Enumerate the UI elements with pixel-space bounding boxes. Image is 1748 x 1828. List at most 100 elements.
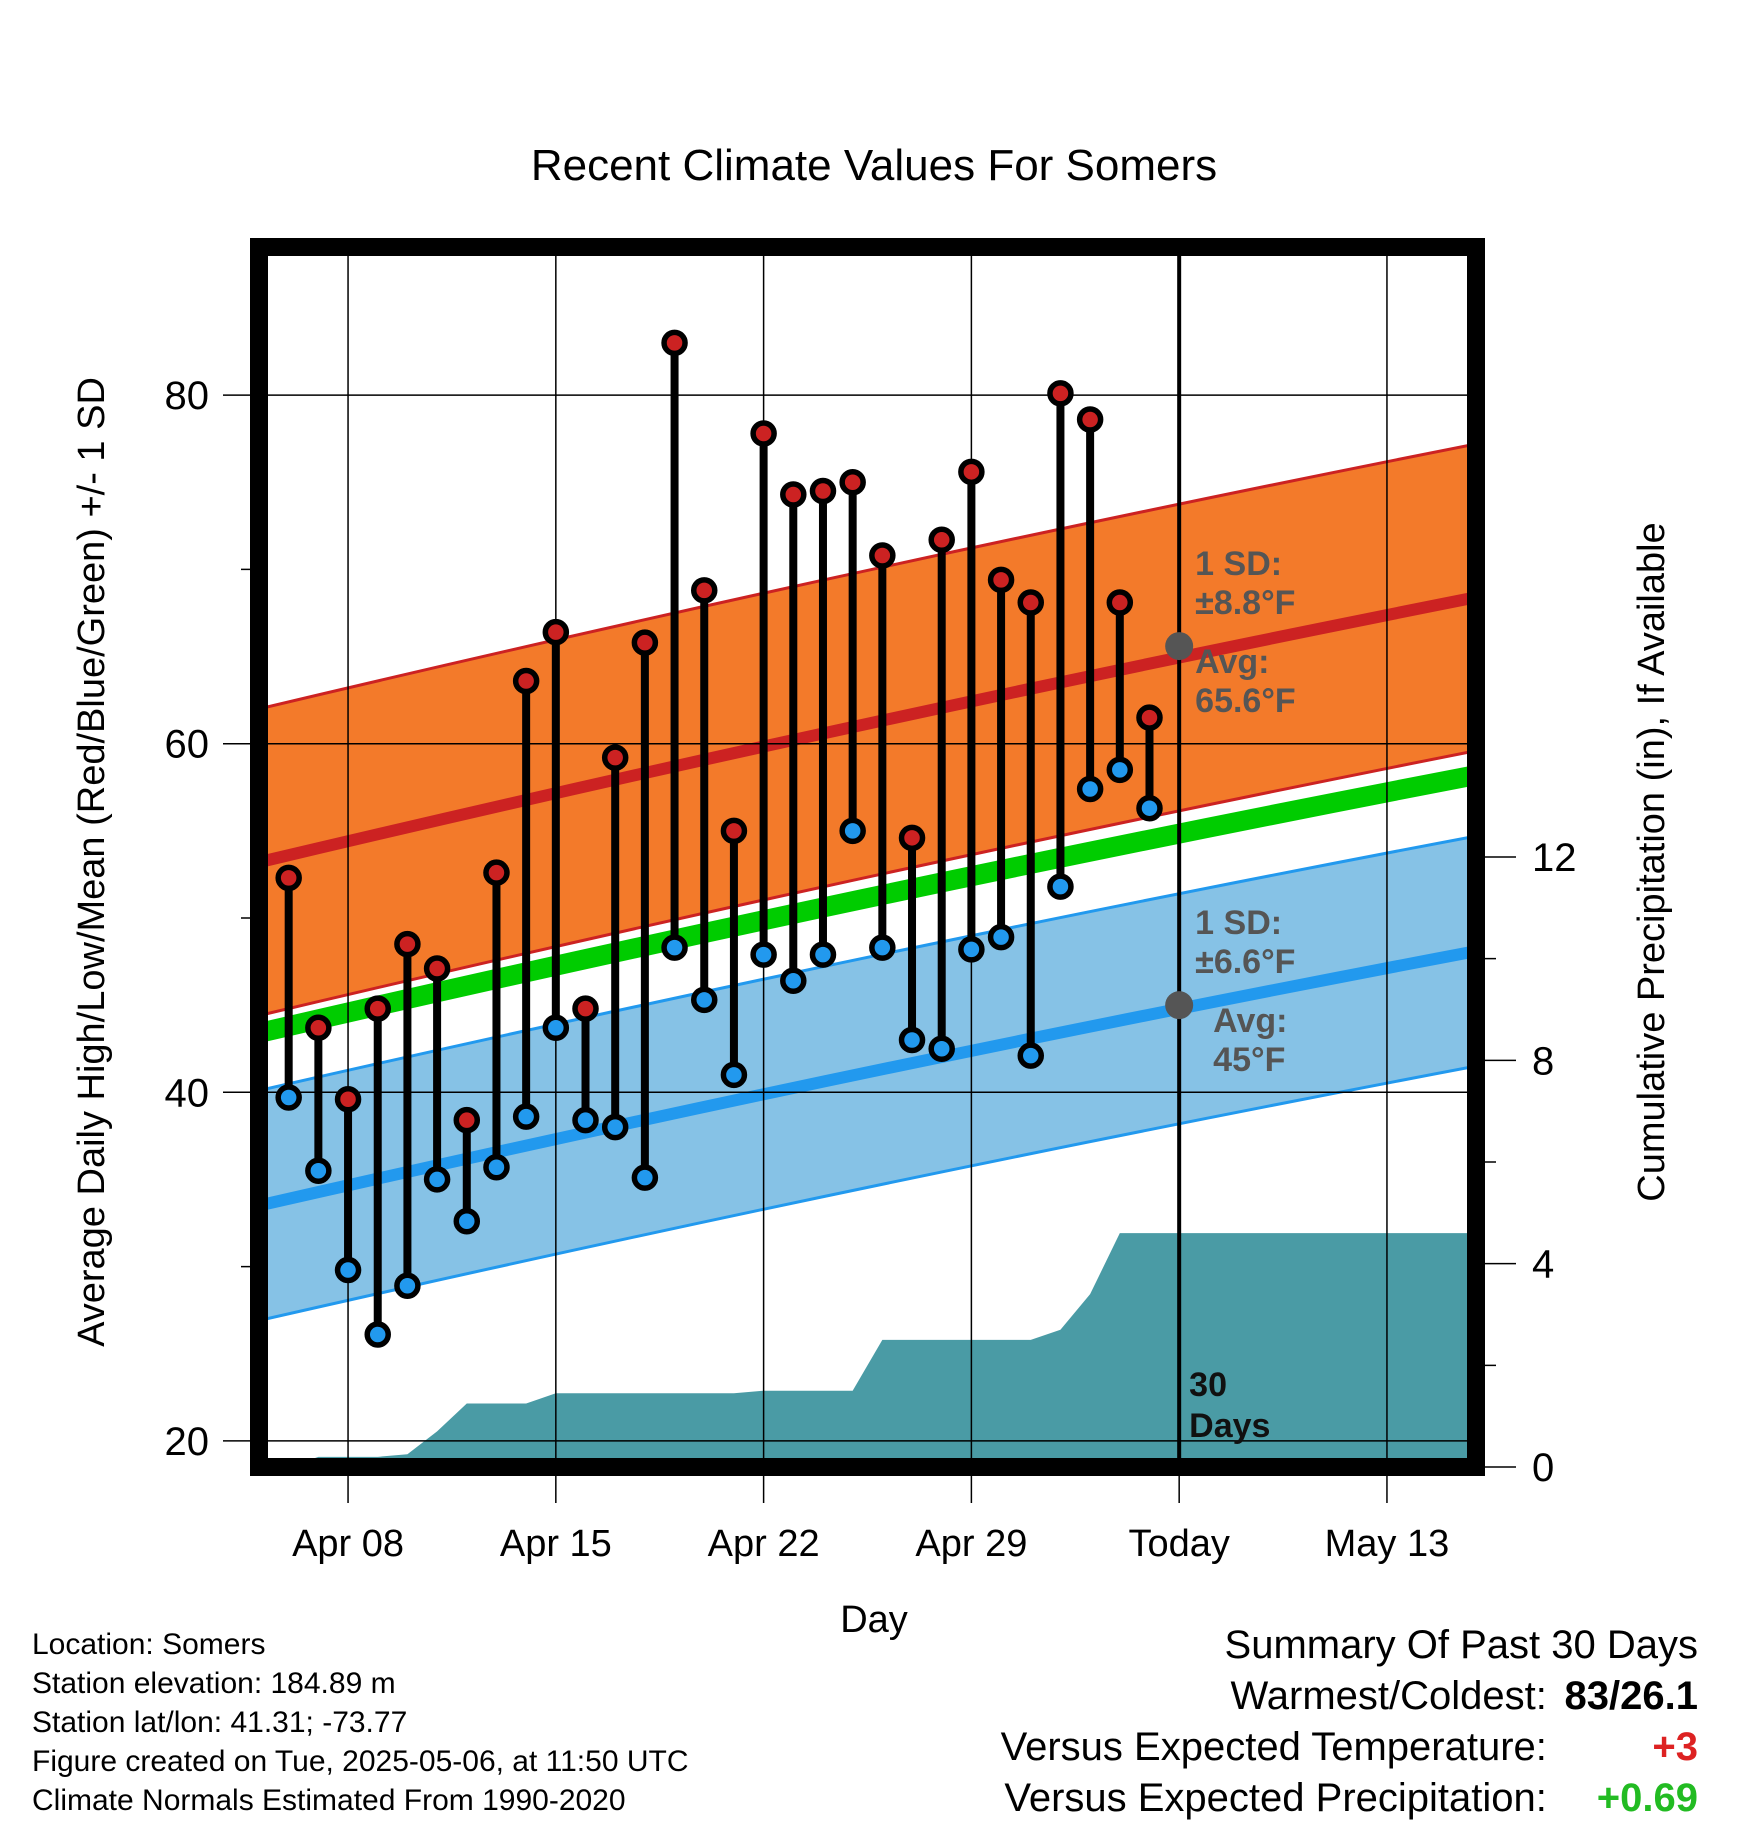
low-temp-point [275,1084,302,1111]
warmest-label: Warmest/Coldest: [1230,1674,1547,1718]
low-temp-point [1017,1042,1045,1069]
today-high-avg-marker [1165,632,1194,661]
high-avg-value: 65.6°F [1195,682,1296,720]
warmest-value: 83/26.1 [1564,1674,1698,1718]
temp-label: Versus Expected Temperature: [1000,1725,1547,1769]
low-temp-point [334,1256,362,1284]
normal-high-avg-line [259,591,1476,869]
high-temp-point [601,744,629,771]
high-temp-point [720,817,748,845]
low-temp-point [1047,873,1074,900]
high-temp-point [750,420,777,447]
y-tick-label: 80 [165,374,210,418]
high-sd-label: 1 SD: [1195,545,1282,583]
low-sd-value: ±6.6°F [1195,943,1295,981]
high-temp-point [987,566,1015,594]
low-temp-point [1136,794,1163,822]
high-temp-point [334,1086,362,1113]
days-label-1: 30 [1189,1366,1227,1404]
low-temp-point [809,941,837,968]
summary-panel: Summary Of Past 30 Days Warmest/Coldest:… [1001,1620,1698,1824]
low-temp-point [780,967,807,994]
low-temp-point [601,1113,629,1141]
precip-label: Versus Expected Precipitation: [1004,1776,1547,1820]
high-temp-point [661,329,688,357]
high-temp-point [898,824,926,852]
high-temp-point [453,1106,481,1134]
today-low-avg-marker [1165,991,1194,1020]
y-tick-label: 60 [165,723,210,767]
warmest-row: Warmest/Coldest: 83/26.1 [1001,1671,1699,1722]
normals-text: Climate Normals Estimated From 1990-2020 [32,1784,626,1817]
high-temp-point [1076,406,1104,433]
high-temp-point [780,481,807,508]
x-tick-label: May 13 [1325,1523,1450,1565]
low-temp-point [542,1014,570,1042]
high-temp-point [690,577,718,604]
x-tick-label: Apr 29 [915,1523,1027,1565]
low-temp-point [898,1026,926,1054]
low-temp-point [1106,756,1134,784]
high-temp-point [1106,589,1134,616]
high-temp-point [1136,704,1163,731]
x-axis-label: Day [840,1599,908,1641]
high-temp-point [869,542,896,569]
x-tick-label: Apr 08 [292,1523,404,1565]
low-temp-point [869,934,896,961]
y-axis-label: Average Daily High/Low/Mean (Red/Blue/Gr… [71,377,113,1347]
y-tick-label: 20 [165,1420,210,1464]
low-temp-point [631,1164,659,1191]
low-temp-point [1076,775,1104,803]
plot-inner [259,247,1476,1467]
precip-value: +0.69 [1596,1776,1698,1820]
temp-row: Versus Expected Temperature: +3 [1001,1722,1698,1773]
high-temp-point [542,618,570,646]
low-temp-point [305,1157,332,1184]
station-info: Location: Somers Station elevation: 184.… [32,1625,689,1820]
low-temp-point [928,1035,955,1062]
y2-tick-label: 0 [1532,1446,1554,1490]
high-temp-point [275,864,302,892]
low-temp-point [394,1272,421,1299]
location-text: Location: Somers [32,1628,266,1661]
low-sd-label: 1 SD: [1195,904,1282,942]
summary-title: Summary Of Past 30 Days [1224,1623,1698,1667]
temp-value: +3 [1652,1725,1698,1769]
high-temp-point [1017,589,1045,616]
low-avg-value: 45°F [1213,1041,1285,1079]
low-avg-label: Avg: [1213,1002,1287,1040]
low-temp-point [690,986,718,1014]
high-temp-point [423,955,451,982]
y2-tick-label: 12 [1532,836,1577,880]
high-temp-point [631,629,659,656]
low-temp-point [572,1106,599,1134]
y2-axis-label: Cumulative Precipitation (in), If Availa… [1631,522,1673,1201]
y2-tick-label: 8 [1532,1039,1554,1083]
low-temp-point [483,1153,510,1181]
created-text: Figure created on Tue, 2025-05-06, at 11… [32,1745,689,1778]
low-temp-point [423,1166,451,1193]
x-tick-label: Today [1128,1523,1229,1565]
low-temp-point [661,934,688,961]
latlon-text: Station lat/lon: 41.31; -73.77 [32,1706,408,1739]
high-temp-point [928,526,955,554]
y2-tick-label: 4 [1532,1243,1554,1287]
high-temp-point [364,995,391,1022]
high-temp-point [512,667,540,695]
high-temp-point [809,477,837,505]
normal-high-upper-edge [259,442,1476,711]
low-temp-point [364,1321,391,1348]
y-tick-label: 40 [165,1071,210,1115]
chart-title: Recent Climate Values For Somers [531,141,1217,190]
low-temp-point [958,936,985,963]
high-temp-point [572,995,599,1022]
normal-low-lower-edge [259,1064,1476,1323]
low-temp-point [720,1061,748,1089]
high-temp-point [958,458,985,486]
high-temp-point [305,1014,332,1042]
low-temp-point [453,1208,481,1235]
high-sd-value: ±8.8°F [1195,584,1295,622]
x-tick-label: Apr 15 [500,1523,612,1565]
high-temp-point [394,930,421,958]
